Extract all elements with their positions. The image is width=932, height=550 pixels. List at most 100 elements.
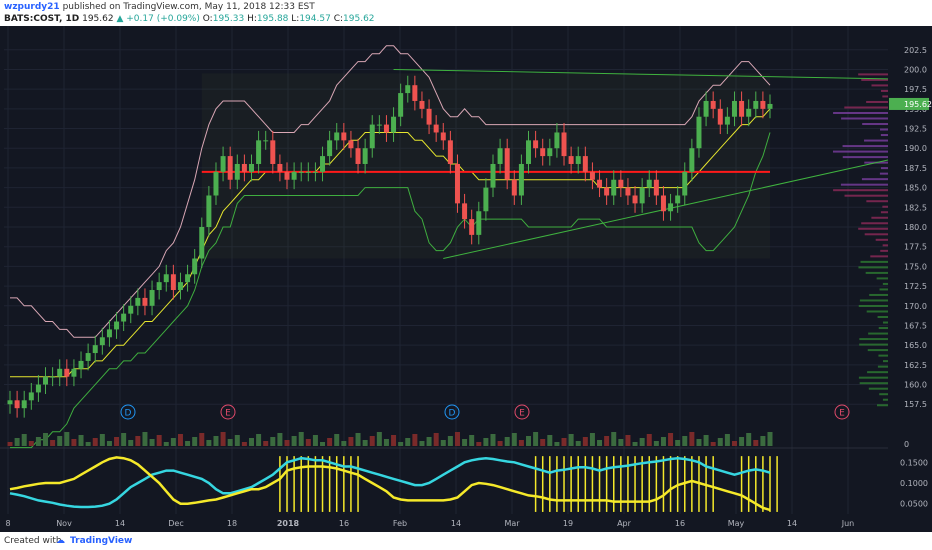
volume-bar	[604, 436, 610, 446]
volume-bar	[376, 432, 382, 446]
candle-body	[731, 100, 737, 117]
candle-body	[14, 400, 20, 409]
volume-profile-bar	[859, 343, 888, 346]
volume-bar	[533, 432, 539, 446]
volume-bar	[483, 438, 489, 446]
candle-body	[35, 384, 41, 393]
volume-bar	[355, 433, 361, 446]
volume-bar	[64, 432, 70, 446]
chart-svg[interactable]: D E D E E 157.5 160.0 162.5 165.0 167.5 170.0 172.5…	[0, 26, 932, 532]
volume-bar	[717, 438, 723, 446]
volume-bar	[398, 442, 404, 446]
y-tick-label: 180.0	[904, 223, 927, 232]
volume-bar	[50, 440, 56, 446]
candle-body	[767, 103, 773, 109]
volume-bar	[625, 435, 631, 446]
volume-bar	[298, 432, 304, 446]
candle-body	[433, 124, 439, 133]
volume-bar	[185, 441, 191, 446]
volume-bar	[383, 439, 389, 446]
candle-body	[490, 163, 496, 188]
candle-body	[348, 140, 354, 149]
candle-body	[177, 282, 183, 291]
volume-bar	[341, 441, 347, 446]
volume-bar	[256, 434, 262, 446]
volume-profile-bar	[869, 293, 888, 296]
volume-bar	[149, 439, 155, 446]
volume-bar	[561, 438, 567, 446]
candle-body	[185, 274, 191, 283]
volume-profile-bar	[859, 299, 888, 302]
volume-bar	[469, 435, 475, 446]
y-tick-label: 202.5	[904, 46, 927, 55]
volume-profile-bar	[844, 106, 888, 109]
candle-body	[462, 203, 468, 220]
tradingview-brand[interactable]: TradingView	[70, 536, 133, 546]
candle-body	[135, 297, 141, 306]
event-marker-circle	[514, 404, 530, 420]
candle-body	[320, 156, 326, 172]
high-label: H:	[247, 14, 257, 24]
candle-body	[114, 321, 120, 330]
candle-body	[192, 258, 198, 275]
candle-body	[92, 345, 98, 354]
volume-zero-label: 0	[904, 440, 909, 449]
volume-profile-bar	[844, 194, 888, 197]
mid-band-line	[10, 108, 771, 378]
current-price-tag	[889, 97, 929, 110]
volume-bar	[405, 438, 411, 446]
x-tick-label: 18	[227, 519, 237, 528]
volume-profile-bar	[870, 255, 888, 258]
upper-band-line	[10, 45, 771, 338]
volume-profile-bar	[878, 327, 888, 330]
current-price-label: 195.62	[904, 100, 932, 109]
volume-bar	[320, 442, 326, 446]
y-tick-label: 192.5	[904, 125, 927, 134]
candle-body	[483, 187, 489, 212]
candle-body	[234, 163, 240, 180]
candle-body	[142, 297, 148, 306]
value-area-box	[201, 73, 770, 259]
volume-profile-bar	[865, 271, 888, 274]
candle-body	[206, 195, 212, 227]
volume-bar	[646, 434, 652, 446]
candle-body	[589, 171, 595, 180]
volume-bar	[540, 439, 546, 446]
candle-body	[682, 171, 688, 196]
candle-body	[703, 100, 709, 117]
candle-body	[575, 156, 581, 164]
volume-bar	[504, 437, 510, 446]
candle-body	[227, 156, 233, 180]
candle-body	[689, 148, 695, 172]
volume-bar	[412, 434, 418, 446]
candle-body	[469, 219, 475, 235]
volume-bar	[163, 442, 169, 446]
volume-bar	[57, 436, 63, 446]
y-tick-label: 170.0	[904, 302, 927, 311]
close-value: 195.62	[343, 14, 375, 24]
candle-body	[504, 148, 510, 180]
osc-tick-label: 0.0500	[900, 500, 928, 509]
volume-bar	[14, 438, 20, 446]
volume-bar	[547, 435, 553, 446]
volume-bar	[334, 434, 340, 446]
candle-body	[21, 400, 27, 409]
volume-bar	[568, 434, 574, 446]
chart-area[interactable]: D E D E E 157.5 160.0 162.5 165.0 167.5 170.0 172.5…	[0, 26, 932, 532]
event-marker-circle	[120, 404, 136, 420]
candle-body	[753, 100, 759, 109]
ohlc-line: BATS:COST, 1D 195.62 ▲ +0.17 (+0.09%) O:…	[4, 14, 375, 25]
candle-body	[526, 140, 532, 164]
volume-bar	[170, 438, 176, 446]
volume-bar	[639, 438, 645, 446]
low-value: 194.57	[299, 14, 331, 24]
volume-profile-bar	[862, 123, 888, 126]
volume-profile-bar	[858, 227, 888, 230]
candle-body	[604, 187, 610, 196]
author-link[interactable]: wzpurdy21	[4, 2, 60, 12]
candle-body	[746, 108, 752, 117]
volume-bar	[199, 433, 205, 446]
volume-profile-bar	[882, 398, 888, 401]
y-tick-label: 157.5	[904, 400, 927, 409]
candle-body	[71, 368, 77, 377]
